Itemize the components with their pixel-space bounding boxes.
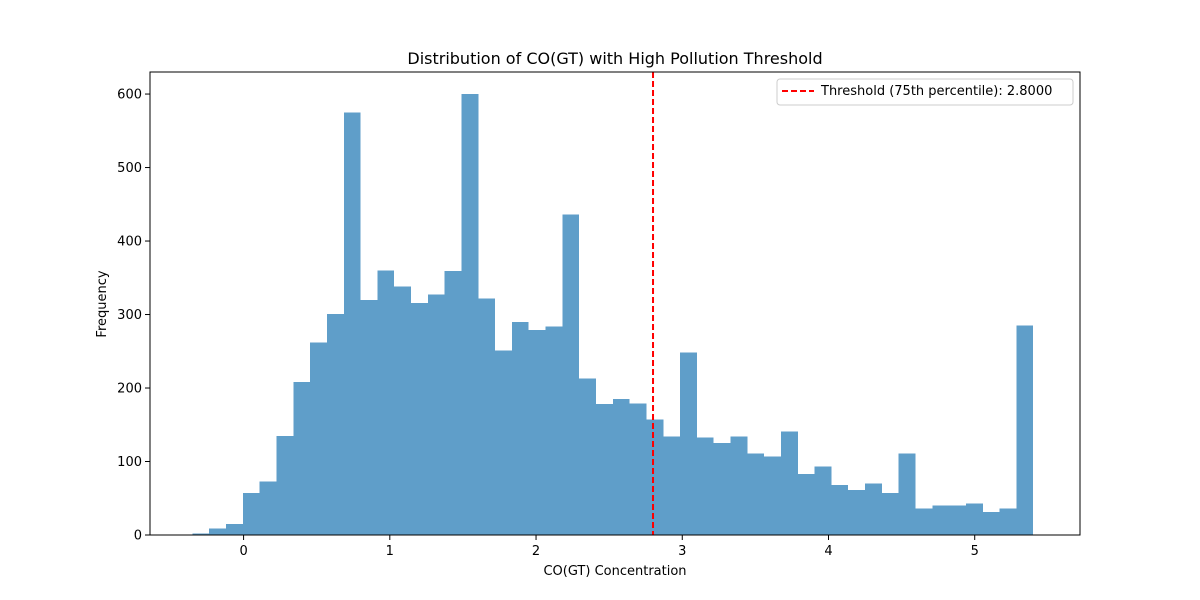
- histogram-bar: [209, 528, 227, 535]
- legend-threshold-label: Threshold (75th percentile): 2.8000: [820, 84, 1052, 99]
- x-tick-label: 2: [532, 544, 540, 559]
- histogram-bar: [595, 404, 613, 535]
- histogram-bar: [377, 270, 395, 535]
- histogram-bar: [797, 474, 815, 535]
- histogram-bar: [461, 94, 479, 536]
- histogram-bar: [343, 112, 361, 536]
- histogram-bar: [982, 512, 1000, 535]
- histogram-bar: [848, 490, 866, 535]
- legend: Threshold (75th percentile): 2.8000: [776, 78, 1074, 106]
- histogram-bar: [394, 286, 412, 535]
- x-tick-label: 4: [824, 544, 832, 559]
- histogram-bar: [629, 403, 647, 535]
- x-axis-label: CO(GT) Concentration: [543, 564, 686, 579]
- histogram-bar: [511, 321, 529, 535]
- histogram-bar: [1016, 325, 1034, 535]
- histogram-bar: [326, 313, 344, 535]
- histogram-bar: [865, 483, 882, 535]
- y-tick-label: 0: [134, 529, 142, 544]
- histogram-bar: [730, 436, 748, 535]
- histogram-bar: [747, 453, 765, 535]
- histogram-bar: [444, 271, 462, 535]
- bars-layer: [192, 94, 1034, 536]
- x-tick-label: 1: [386, 544, 394, 559]
- y-tick-label: 500: [117, 161, 142, 176]
- x-tick-label: 3: [678, 544, 686, 559]
- x-tick-label: 5: [971, 544, 979, 559]
- histogram-bar: [226, 523, 243, 535]
- histogram-bar: [242, 493, 260, 535]
- y-tick-label: 100: [117, 455, 142, 470]
- histogram-bar: [915, 508, 933, 535]
- y-tick-label: 600: [117, 88, 142, 103]
- histogram-bar: [310, 342, 327, 535]
- y-tick-label: 400: [117, 235, 142, 250]
- histogram-bar: [192, 533, 210, 535]
- histogram-bar: [579, 378, 596, 535]
- histogram-bar: [293, 382, 311, 535]
- plot-frame: [149, 71, 1081, 536]
- y-axis-label: Frequency: [95, 270, 110, 337]
- histogram-bar: [259, 481, 277, 535]
- histogram-bar: [999, 508, 1017, 535]
- legend-box: [776, 78, 1074, 106]
- histogram-bar: [411, 302, 428, 535]
- chart-title: Distribution of CO(GT) with High Polluti…: [407, 49, 822, 68]
- y-tick-label: 300: [117, 308, 142, 323]
- histogram-bar: [680, 352, 697, 535]
- histogram-bar: [663, 436, 681, 535]
- histogram-bar: [949, 505, 966, 535]
- histogram-bar: [612, 399, 630, 535]
- histogram-bar: [898, 453, 916, 535]
- histogram-bar: [814, 466, 832, 535]
- histogram-bar: [780, 431, 798, 535]
- histogram-bar: [562, 214, 580, 536]
- histogram-bar: [427, 294, 445, 535]
- histogram-bar: [965, 503, 983, 535]
- histogram-bar: [360, 299, 378, 535]
- histogram-bar: [545, 326, 563, 535]
- histogram-bar: [831, 485, 849, 535]
- histogram-bar: [881, 493, 899, 535]
- histogram-bar: [713, 443, 731, 535]
- histogram-bar: [646, 419, 664, 535]
- y-axis-ticks: 0 100 200 300 400 500 600: [117, 88, 150, 544]
- histogram-bar: [528, 329, 546, 535]
- x-tick-label: 0: [239, 544, 247, 559]
- y-tick-label: 200: [117, 382, 142, 397]
- histogram-bar: [932, 505, 950, 535]
- histogram-bar: [495, 350, 512, 535]
- histogram-bar: [696, 437, 714, 535]
- histogram-bar: [764, 456, 781, 535]
- histogram-bar: [478, 298, 496, 535]
- histogram-bar: [276, 435, 294, 535]
- x-axis-ticks: 0 1 2 3 4 5: [239, 535, 979, 559]
